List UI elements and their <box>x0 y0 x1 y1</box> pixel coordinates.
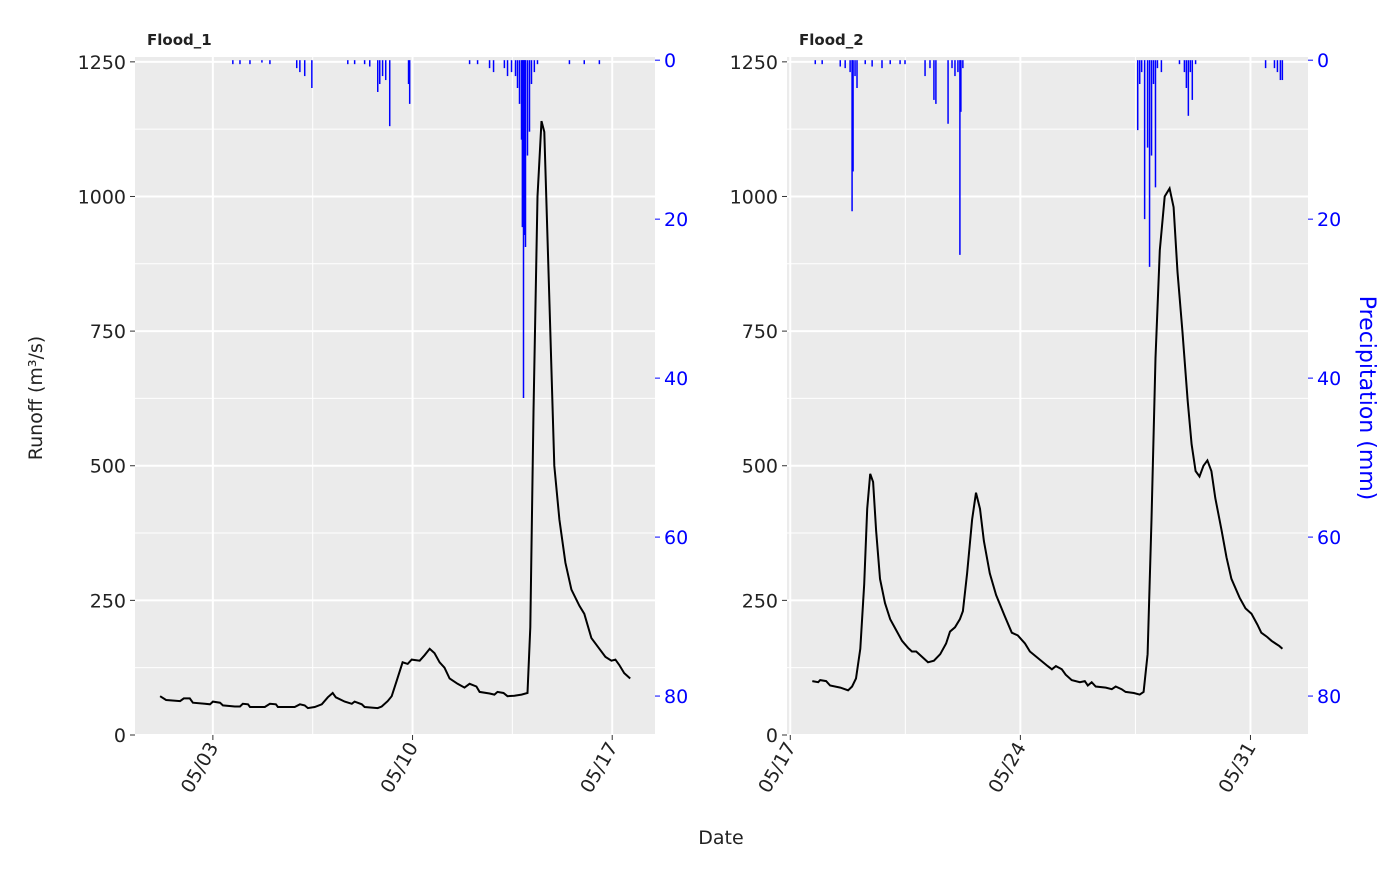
y-axis-label: Runoff (m³/s) <box>25 336 47 460</box>
y-tick-label: 1000 <box>730 186 778 208</box>
y-tick-label: 1250 <box>78 52 126 74</box>
y2-axis-label: Precipitation (mm) <box>1354 296 1379 501</box>
y2-tick-label: 40 <box>1317 368 1341 390</box>
x-tick-label: 05/17 <box>576 739 622 797</box>
y2-tick-label: 40 <box>664 368 688 390</box>
y2-tick-label: 20 <box>1317 209 1341 231</box>
y-tick-label: 500 <box>742 456 778 478</box>
y-tick-label: 0 <box>766 725 778 747</box>
y-tick-label: 250 <box>742 590 778 612</box>
y-tick-label: 750 <box>742 321 778 343</box>
facet-title: Flood_2 <box>799 31 864 49</box>
x-tick-label: 05/24 <box>984 739 1030 797</box>
panel-background <box>787 57 1308 735</box>
y-tick-label: 250 <box>90 590 126 612</box>
y2-tick-label: 0 <box>664 50 676 72</box>
y-tick-label: 0 <box>114 725 126 747</box>
y2-tick-label: 0 <box>1317 50 1329 72</box>
x-axis-label: Date <box>698 827 743 849</box>
y-tick-label: 500 <box>90 456 126 478</box>
y2-tick-label: 80 <box>664 686 688 708</box>
facet-title: Flood_1 <box>147 31 212 49</box>
y2-tick-label: 60 <box>1317 527 1341 549</box>
x-tick-label: 05/31 <box>1214 739 1260 797</box>
panel-background <box>135 57 655 735</box>
x-tick-label: 05/17 <box>754 739 800 797</box>
x-tick-label: 05/03 <box>177 739 223 797</box>
y2-tick-label: 80 <box>1317 686 1341 708</box>
runoff-line <box>812 185 1284 696</box>
y2-tick-label: 20 <box>664 209 688 231</box>
runoff-line <box>159 120 631 710</box>
y2-tick-label: 60 <box>664 527 688 549</box>
x-tick-label: 05/10 <box>376 739 422 797</box>
y-tick-label: 750 <box>90 321 126 343</box>
y-tick-label: 1000 <box>78 186 126 208</box>
y-tick-label: 1250 <box>730 52 778 74</box>
